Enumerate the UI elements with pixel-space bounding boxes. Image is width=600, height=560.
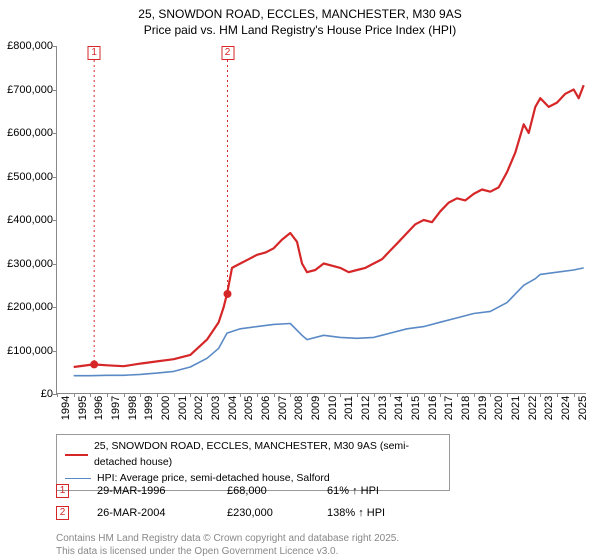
y-tick-label: £700,000 <box>7 84 57 96</box>
sale-marker-box: 1 <box>88 46 101 60</box>
legend-label: 25, SNOWDON ROAD, ECCLES, MANCHESTER, M3… <box>94 439 441 471</box>
plot-area: £0£100,000£200,000£300,000£400,000£500,0… <box>56 46 586 394</box>
series-price <box>74 85 584 367</box>
legend-item: 25, SNOWDON ROAD, ECCLES, MANCHESTER, M3… <box>65 439 441 471</box>
transaction-marker: 2 <box>56 506 69 520</box>
footnote-line-2: This data is licensed under the Open Gov… <box>56 545 399 558</box>
y-tick-label: £200,000 <box>7 301 57 313</box>
x-tick-label: 2025 <box>559 396 589 420</box>
y-tick-label: £400,000 <box>7 214 57 226</box>
footnote-line-1: Contains HM Land Registry data © Crown c… <box>56 532 399 545</box>
y-tick-label: £600,000 <box>7 127 57 139</box>
plot-svg <box>57 46 587 394</box>
transaction-price: £68,000 <box>227 485 327 497</box>
legend: 25, SNOWDON ROAD, ECCLES, MANCHESTER, M3… <box>56 434 450 491</box>
chart-title: 25, SNOWDON ROAD, ECCLES, MANCHESTER, M3… <box>0 0 600 38</box>
y-tick-label: £100,000 <box>7 345 57 357</box>
transaction-row: 2 26-MAR-2004£230,000138% ↑ HPI <box>56 506 385 520</box>
y-tick-label: £500,000 <box>7 171 57 183</box>
sale-marker-dot <box>90 360 98 368</box>
chart-container: 25, SNOWDON ROAD, ECCLES, MANCHESTER, M3… <box>0 0 600 560</box>
transaction-marker: 1 <box>56 484 69 498</box>
transaction-date: 29-MAR-1996 <box>97 485 227 497</box>
y-tick-label: £300,000 <box>7 258 57 270</box>
sale-marker-box: 2 <box>221 46 234 60</box>
transaction-delta: 61% ↑ HPI <box>327 485 379 497</box>
transaction-delta: 138% ↑ HPI <box>327 507 385 519</box>
legend-swatch <box>65 478 91 479</box>
title-line-2: Price paid vs. HM Land Registry's House … <box>0 22 600 38</box>
transaction-row: 1 29-MAR-1996£68,00061% ↑ HPI <box>56 484 379 498</box>
transaction-price: £230,000 <box>227 507 327 519</box>
title-line-1: 25, SNOWDON ROAD, ECCLES, MANCHESTER, M3… <box>0 6 600 22</box>
y-tick-label: £800,000 <box>7 40 57 52</box>
footnote: Contains HM Land Registry data © Crown c… <box>56 532 399 558</box>
transaction-date: 26-MAR-2004 <box>97 507 227 519</box>
sale-marker-dot <box>224 290 232 298</box>
legend-swatch <box>65 454 88 456</box>
series-hpi <box>74 268 584 376</box>
